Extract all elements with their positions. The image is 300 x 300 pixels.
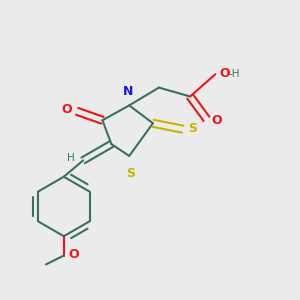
Text: S: S <box>188 122 197 135</box>
Text: O: O <box>61 103 72 116</box>
Text: O: O <box>211 114 222 127</box>
Text: H: H <box>67 153 75 163</box>
Text: -H: -H <box>229 69 240 79</box>
Text: N: N <box>122 85 133 98</box>
Text: O: O <box>219 67 230 80</box>
Text: O: O <box>68 248 79 261</box>
Text: S: S <box>126 167 135 180</box>
